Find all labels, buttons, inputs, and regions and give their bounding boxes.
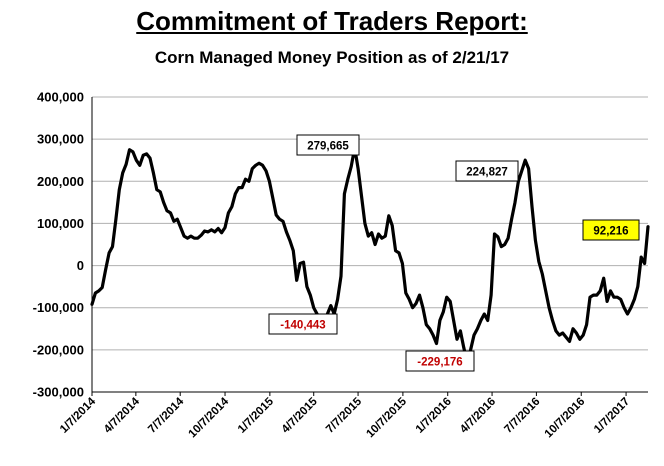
x-tick-label: 7/7/2016 bbox=[502, 396, 542, 436]
chart-subtitle: Corn Managed Money Position as of 2/21/1… bbox=[154, 48, 510, 67]
x-tick-label: 1/7/2016 bbox=[414, 396, 454, 436]
y-tick-label: -100,000 bbox=[33, 300, 84, 315]
y-tick-label: 400,000 bbox=[37, 90, 84, 105]
x-tick-label: 1/7/2014 bbox=[58, 395, 99, 436]
x-tick-label: 4/7/2015 bbox=[280, 395, 321, 436]
y-tick-label: 200,000 bbox=[37, 174, 84, 189]
x-tick-label: 4/7/2016 bbox=[458, 396, 498, 436]
callout-box bbox=[268, 313, 338, 335]
y-tick-label: 300,000 bbox=[37, 132, 84, 147]
x-tick-label: 10/7/2015 bbox=[364, 395, 409, 440]
chart-title: Commitment of Traders Report: bbox=[136, 6, 528, 36]
gridlines bbox=[92, 96, 648, 393]
callout-box bbox=[455, 160, 519, 182]
x-tick-label: 1/7/2015 bbox=[236, 395, 277, 436]
callout-label: -229,176 bbox=[417, 357, 462, 369]
callout-box bbox=[582, 219, 640, 241]
annotations: 279,665 -140,443 224,827 -229,176 92,216 bbox=[268, 134, 640, 372]
x-tick-label: 10/7/2016 bbox=[543, 396, 588, 441]
x-tick-label: 1/7/2017 bbox=[592, 396, 632, 436]
callout-box bbox=[296, 134, 360, 156]
callout-label: -140,443 bbox=[280, 320, 325, 332]
y-tick-label: -200,000 bbox=[33, 342, 84, 357]
x-tick-label: 10/7/2014 bbox=[186, 395, 231, 440]
x-tick-label: 7/7/2015 bbox=[324, 395, 365, 436]
x-tick-label: 7/7/2014 bbox=[146, 395, 187, 436]
y-tick-label: -300,000 bbox=[33, 385, 84, 400]
y-tick-label: 0 bbox=[77, 258, 84, 273]
y-tick-label: 100,000 bbox=[37, 216, 84, 231]
callout-label: 224,827 bbox=[466, 167, 508, 179]
callout-label: 279,665 bbox=[307, 141, 349, 153]
x-tick-label: 4/7/2014 bbox=[102, 395, 143, 436]
series-layer bbox=[90, 146, 650, 364]
callout-box bbox=[405, 350, 475, 372]
callout-label: 92,216 bbox=[593, 226, 628, 238]
series-line bbox=[90, 146, 650, 364]
